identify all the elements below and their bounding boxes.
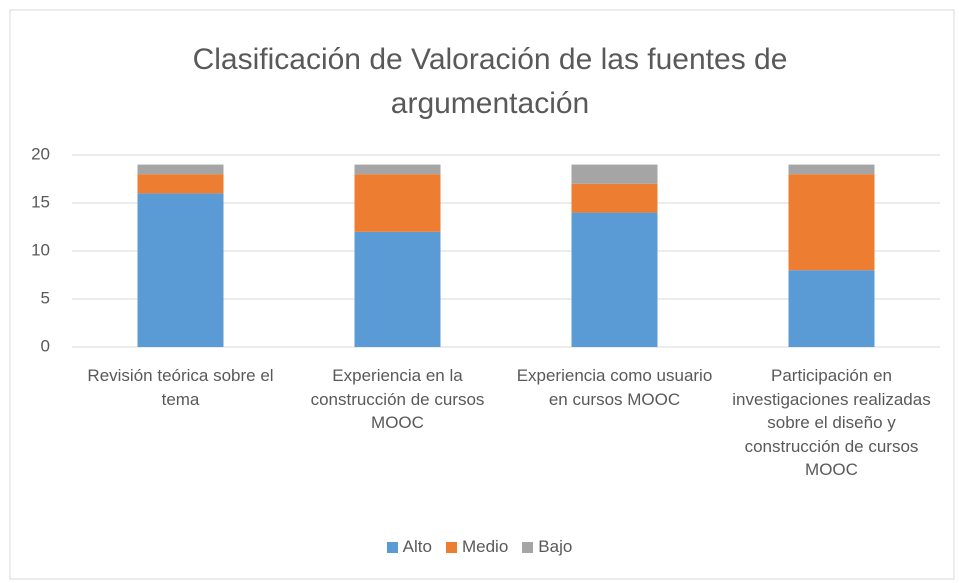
bar-segment xyxy=(571,164,658,184)
legend-swatch xyxy=(386,541,398,553)
bar-segment xyxy=(571,212,658,347)
legend-item: Medio xyxy=(445,537,509,557)
y-tick-label: 15 xyxy=(31,192,50,211)
legend-item: Alto xyxy=(386,537,432,557)
y-tick-label: 5 xyxy=(41,288,50,307)
x-tick-label: Experiencia en la construcción de cursos… xyxy=(310,366,485,432)
legend: Alto Medio Bajo xyxy=(0,537,959,557)
x-tick-label: Experiencia como usuario en cursos MOOC xyxy=(516,366,713,409)
bar-segment xyxy=(354,231,441,347)
bar-segment xyxy=(137,174,224,194)
legend-item: Bajo xyxy=(522,537,572,557)
legend-swatch xyxy=(522,541,534,553)
y-tick-label: 10 xyxy=(31,240,50,259)
chart-title: Clasificación de Valoración de las fuent… xyxy=(192,43,788,120)
legend-label: Medio xyxy=(461,537,509,556)
legend-label: Bajo xyxy=(538,537,573,556)
legend-swatch xyxy=(445,541,457,553)
bar-segment xyxy=(788,174,875,271)
x-tick-label: Revisión teórica sobre el tema xyxy=(87,366,274,409)
legend-label: Alto xyxy=(402,537,432,556)
y-tick-label: 20 xyxy=(31,144,50,163)
y-tick-label: 0 xyxy=(41,336,50,355)
bar-segment xyxy=(354,164,441,175)
x-tick-label: Participación en investigaciones realiza… xyxy=(732,366,931,479)
bar-segment xyxy=(788,270,875,347)
bar-segment xyxy=(137,193,224,347)
bar-segment xyxy=(788,164,875,175)
bar-segment xyxy=(571,183,658,213)
bar-segment xyxy=(137,164,224,175)
bar-segment xyxy=(354,174,441,232)
